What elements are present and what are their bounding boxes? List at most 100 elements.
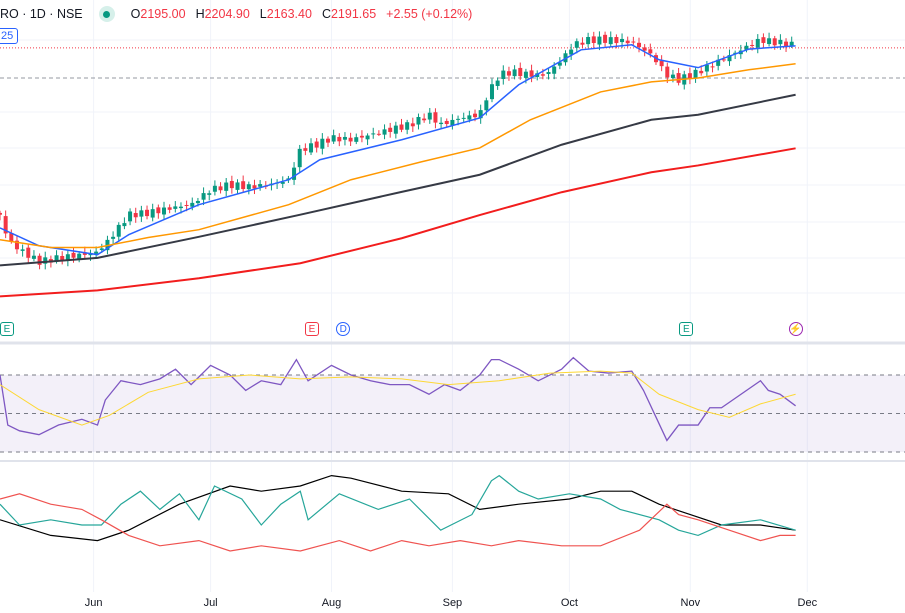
candle-body (0, 212, 2, 215)
candle-body (484, 100, 489, 111)
candle-body (388, 127, 393, 132)
candle-body (569, 49, 574, 55)
candle-body (523, 71, 528, 78)
candle-body (405, 122, 410, 130)
event-marker-split-icon[interactable]: ⚡ (788, 322, 803, 336)
candle-body (518, 67, 523, 77)
time-label: Jun (84, 597, 103, 609)
candle-body (557, 62, 562, 66)
candle-body (31, 255, 36, 259)
candle-body (733, 52, 738, 54)
candle-body (14, 240, 19, 250)
candle-body (772, 38, 777, 46)
candle-body (178, 206, 183, 209)
candle-body (20, 249, 25, 251)
event-marker-dividend-icon[interactable]: D (336, 322, 351, 336)
candle-body (241, 181, 246, 190)
event-marker-earnings-icon[interactable]: E (679, 322, 694, 336)
candle-body (546, 72, 551, 75)
candle-body (133, 213, 138, 218)
candle-body (399, 124, 404, 130)
candle-body (767, 38, 772, 45)
candle-body (156, 207, 161, 214)
candle-body (552, 66, 557, 74)
symbol-title[interactable]: RO · 1D · NSE (0, 7, 83, 21)
candle-body (252, 185, 257, 189)
candle-body (43, 257, 48, 264)
candle-body (280, 182, 285, 184)
open-value: O2195.00 (130, 7, 186, 21)
change-value: +2.55 (+0.12%) (386, 7, 473, 21)
candle-body (614, 37, 619, 44)
candle-body (246, 184, 251, 190)
candle-body (382, 129, 387, 135)
candle-body (608, 37, 613, 45)
candle-body (128, 211, 133, 222)
candle-body (529, 70, 534, 77)
candle-body (648, 49, 653, 54)
candle-body (3, 216, 8, 234)
candle-body (489, 84, 494, 100)
candle-body (393, 125, 398, 134)
candle-body (207, 193, 212, 195)
candle-body (292, 167, 297, 180)
candle-body (670, 74, 675, 79)
candle-body (710, 66, 715, 68)
high-value: H2204.90 (195, 7, 250, 21)
candle-body (65, 254, 70, 261)
candle-body (699, 70, 704, 74)
candle-body (676, 73, 681, 83)
time-label: Oct (560, 597, 578, 609)
indicator-badge[interactable]: 25 (0, 28, 19, 44)
candle-body (314, 141, 319, 148)
candle-body (139, 210, 144, 217)
ema_mid-line (0, 62, 796, 249)
time-label: Sep (442, 597, 463, 609)
candle-body (116, 224, 121, 237)
candle-body (478, 110, 483, 119)
candle-body (145, 209, 150, 217)
candle-body (642, 47, 647, 51)
candle-body (354, 137, 359, 142)
candle-body (161, 207, 166, 215)
candle-body (580, 42, 585, 45)
candle-body (331, 135, 336, 142)
low-value: L2163.40 (259, 7, 312, 21)
candle-body (416, 116, 421, 125)
candle-body (9, 233, 14, 242)
candle-body (82, 252, 87, 255)
candle-body (586, 36, 591, 45)
candle-body (201, 193, 206, 200)
candle-body (467, 115, 472, 120)
event-marker-earnings-icon[interactable]: E (305, 322, 319, 336)
candle-body (359, 135, 364, 138)
candle-body (320, 138, 325, 149)
candle-body (60, 255, 65, 261)
candle-body (637, 42, 642, 48)
candle-body (444, 120, 449, 124)
candle-body (325, 138, 330, 143)
minus_di-line (0, 493, 796, 552)
candle-body (603, 34, 608, 43)
candle-body (235, 182, 240, 190)
candle-body (371, 133, 376, 135)
candle-body (750, 44, 755, 46)
ema_slow-line (0, 93, 796, 267)
candle-body (376, 133, 381, 135)
event-marker-earnings-icon[interactable]: E (0, 322, 14, 336)
candle-body (99, 248, 104, 250)
candle-body (229, 180, 234, 189)
candle-body (512, 69, 517, 77)
candle-body (422, 118, 427, 121)
candle-body (439, 122, 444, 125)
candle-body (620, 38, 625, 43)
candle-body (167, 207, 172, 210)
candle-body (693, 69, 698, 79)
candle-body (784, 41, 789, 48)
time-label: Dec (797, 597, 818, 609)
rsi-line (0, 356, 796, 442)
candle-body (495, 80, 500, 86)
candle-body (625, 40, 630, 44)
candle-body (721, 59, 726, 61)
